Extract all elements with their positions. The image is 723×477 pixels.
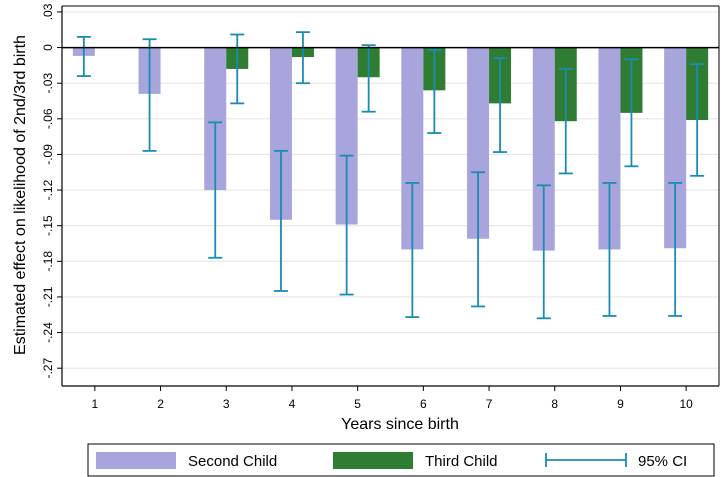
legend-label: Second Child xyxy=(188,453,277,470)
bar-second-child xyxy=(664,47,687,249)
bar-second-child xyxy=(401,47,424,250)
ci-errorbar xyxy=(208,121,223,259)
axes xyxy=(61,5,720,387)
ci-errorbar xyxy=(142,38,157,152)
ci-errorbar xyxy=(493,57,508,153)
bar-second-child xyxy=(598,47,621,250)
ci-errorbar xyxy=(76,35,91,77)
ci-errorbar xyxy=(427,49,442,134)
y-tick-label: -.06 xyxy=(41,108,55,129)
ci-errorbar xyxy=(339,154,354,296)
x-tick-label: 4 xyxy=(289,397,296,411)
legend-swatch-bar xyxy=(96,452,176,469)
bar-second-child xyxy=(335,47,358,225)
ci-errorbar xyxy=(273,149,288,292)
y-axis-label: Estimated effect on likelihood of 2nd/3r… xyxy=(12,35,29,355)
confidence-intervals xyxy=(76,31,705,320)
y-tick-label: -.18 xyxy=(41,251,55,272)
x-tick-label: 2 xyxy=(157,397,164,411)
legend-label: 95% CI xyxy=(638,453,687,470)
y-tick-label: -.21 xyxy=(41,286,55,307)
bar-second-child xyxy=(467,47,490,239)
legend-swatch-errorbar xyxy=(545,453,627,467)
x-tick-label: 9 xyxy=(617,397,624,411)
y-tick-label: -.15 xyxy=(41,215,55,236)
ci-errorbar xyxy=(690,63,705,177)
x-tick-label: 6 xyxy=(420,397,427,411)
y-tick-label: -.27 xyxy=(41,358,55,379)
x-tick-label: 7 xyxy=(486,397,493,411)
legend-label: Third Child xyxy=(425,453,498,470)
x-tick-label: 1 xyxy=(92,397,99,411)
y-tick-label: -.12 xyxy=(41,179,55,200)
ci-errorbar xyxy=(471,171,486,308)
y-tick-label: .03 xyxy=(41,3,55,20)
ci-errorbar xyxy=(558,68,573,175)
y-ticks: .03 0 -.03 -.06 -.09 -.12 -.15 -.18 -.21 -.24 -.27 xyxy=(41,3,62,379)
x-axis-label: Years since birth xyxy=(341,416,459,433)
ci-errorbar xyxy=(624,58,639,168)
ci-errorbar xyxy=(668,182,683,317)
bar-second-child xyxy=(204,47,227,191)
x-tick-label: 5 xyxy=(354,397,361,411)
bar-second-child xyxy=(269,47,292,220)
y-tick-label: -.24 xyxy=(41,322,55,343)
ci-errorbar xyxy=(361,44,376,113)
x-tick-label: 10 xyxy=(679,397,693,411)
ci-errorbar xyxy=(295,31,310,85)
y-tick-label: -.03 xyxy=(41,73,55,94)
x-ticks: 1 2 3 4 5 6 7 8 9 10 xyxy=(92,386,693,411)
ci-errorbar xyxy=(405,182,420,319)
ci-errorbar xyxy=(602,182,617,317)
y-tick-label: -.09 xyxy=(41,144,55,165)
ci-errorbar xyxy=(536,184,551,320)
x-tick-label: 3 xyxy=(223,397,230,411)
ci-errorbar xyxy=(230,33,245,105)
bar-second-child xyxy=(532,47,555,251)
legend-swatch-bar xyxy=(333,452,413,469)
x-tick-label: 8 xyxy=(551,397,558,411)
y-tick-label: 0 xyxy=(41,44,55,51)
legend: Second Child Third Child 95% CI xyxy=(87,443,715,477)
